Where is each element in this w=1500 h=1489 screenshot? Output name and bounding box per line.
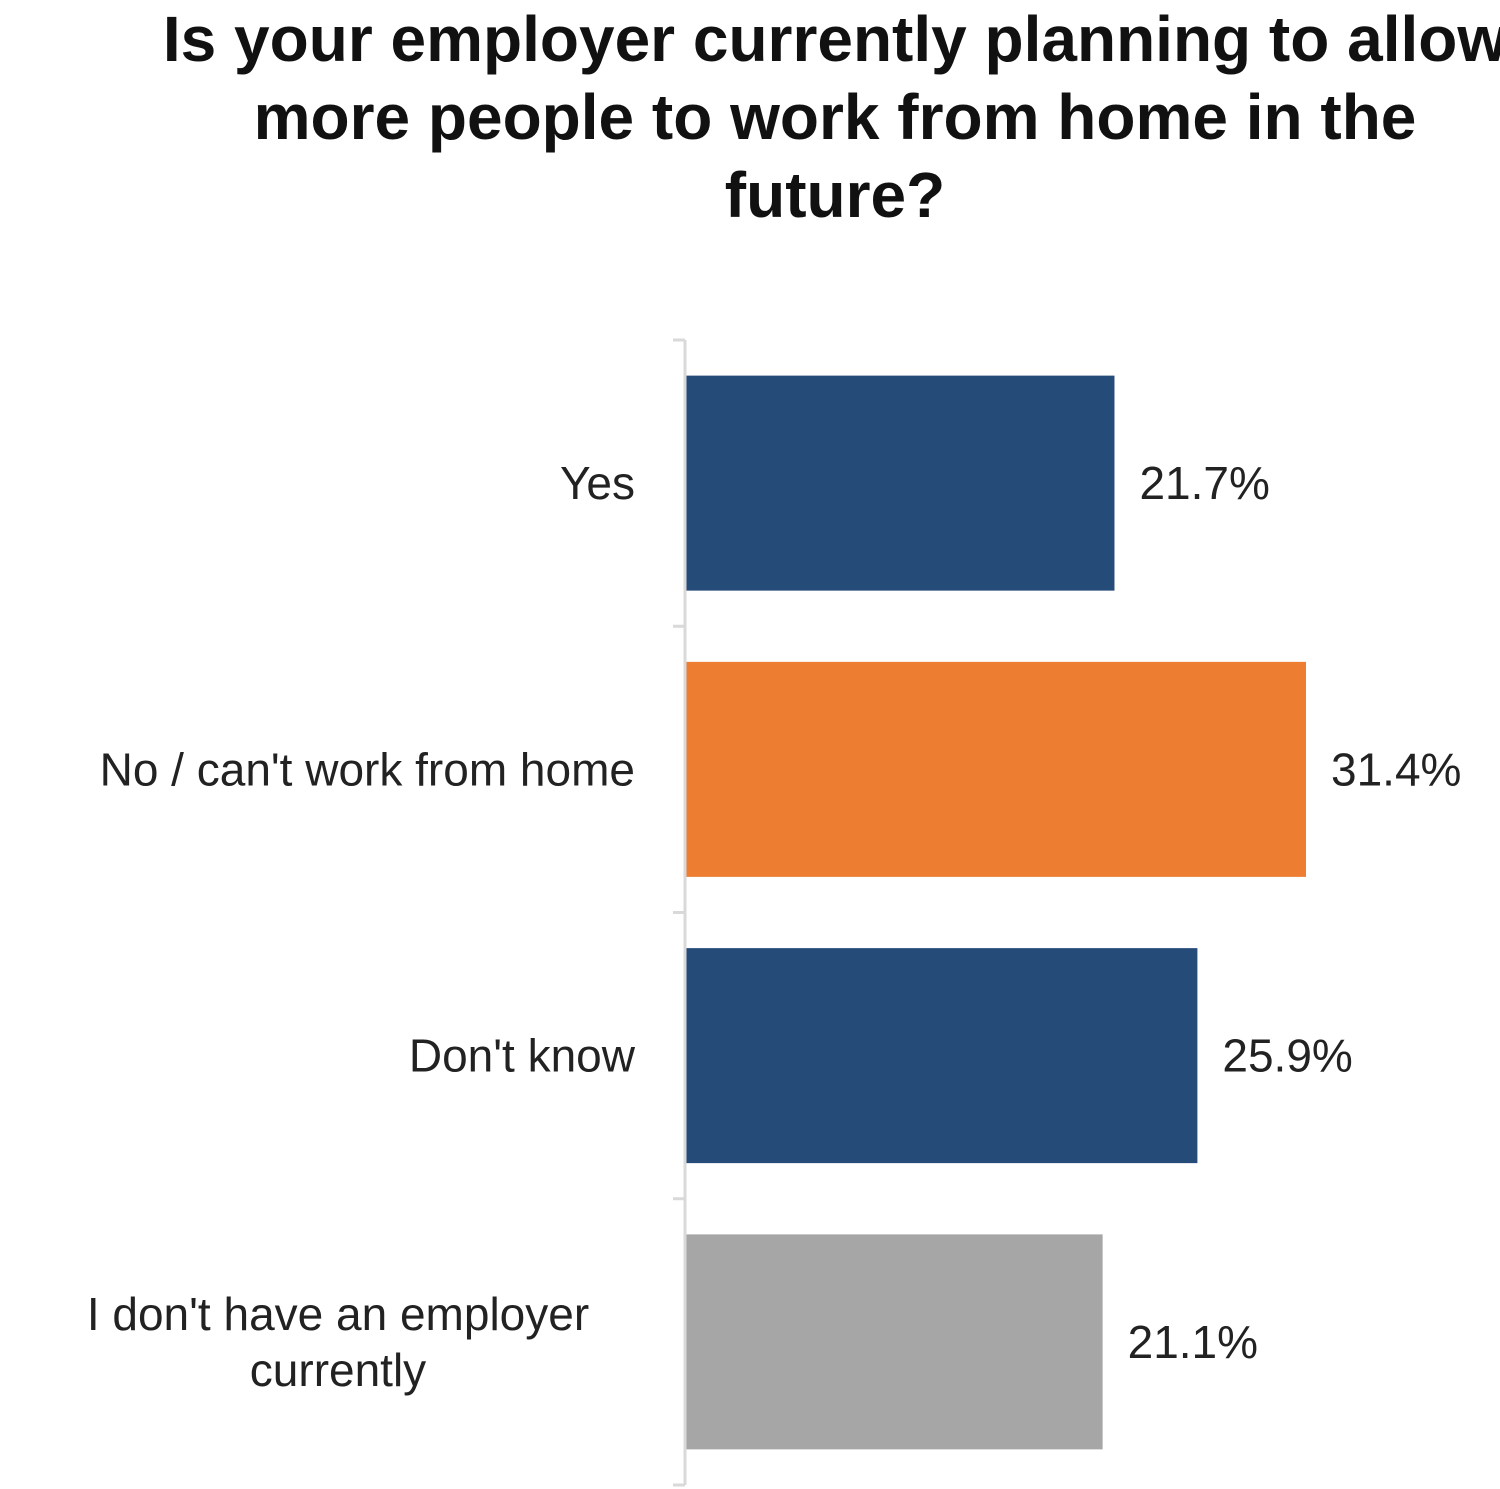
y-axis-ticks [673,338,685,1487]
bar [686,1234,1103,1450]
category-label: I don't have an employer currently [87,1288,589,1396]
data-label: 25.9% [1222,1030,1352,1082]
category-label: Yes [560,457,635,509]
bar [686,375,1115,591]
data-label: 31.4% [1331,743,1461,795]
data-label: 21.7% [1139,457,1269,509]
bars-layer [686,375,1306,1450]
chart-title: Is your employer currently planning to a… [162,3,1500,231]
data-label: 21.1% [1128,1316,1258,1368]
labels-layer: 21.7% Yes 31.4% No / can't work from home 25… [87,457,1462,1396]
category-label: Don't know [409,1030,636,1082]
category-label: No / can't work from home [100,743,635,795]
bar [686,661,1306,877]
bar [686,948,1198,1164]
